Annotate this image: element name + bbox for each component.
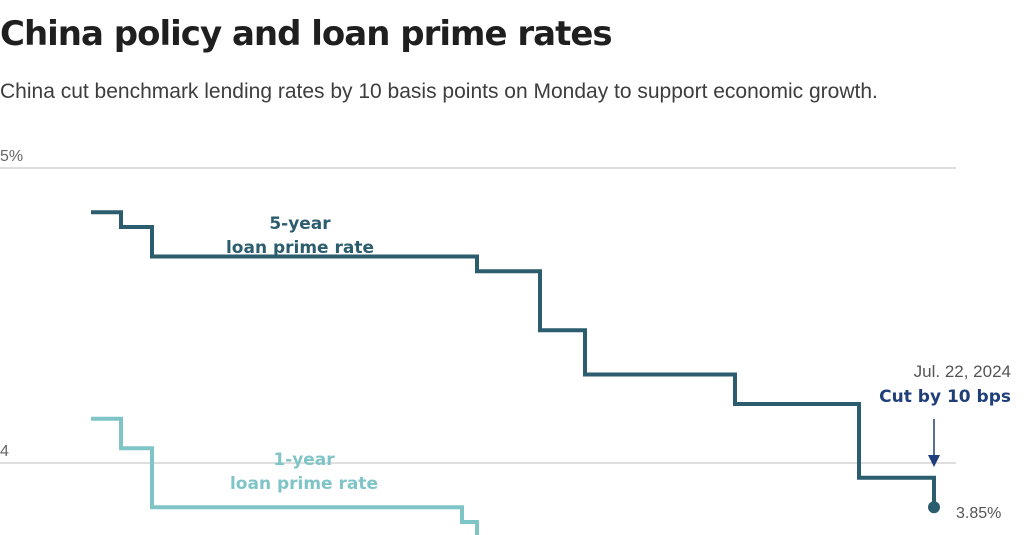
five-year-label-line1: 5-year [269, 214, 331, 234]
y-tick-label-5: 5% [0, 148, 23, 165]
y-tick-label-4: 4 [0, 443, 9, 460]
chart-subtitle: China cut benchmark lending rates by 10 … [0, 80, 878, 103]
annotation-arrow-head [928, 455, 940, 467]
one-year-label-line1: 1-year [273, 450, 335, 470]
five-year-label-line2: loan prime rate [226, 238, 374, 258]
chart-title: China policy and loan prime rates [0, 14, 613, 54]
end-value-label: 3.85% [956, 505, 1001, 522]
one-year-label-line2: loan prime rate [230, 474, 378, 494]
one-year-lpr-line [91, 416, 479, 535]
annotation-cut-text: Cut by 10 bps [879, 387, 1011, 407]
five-year-end-point [928, 501, 940, 514]
annotation-date: Jul. 22, 2024 [914, 362, 1011, 381]
five-year-lpr-line [91, 210, 936, 508]
